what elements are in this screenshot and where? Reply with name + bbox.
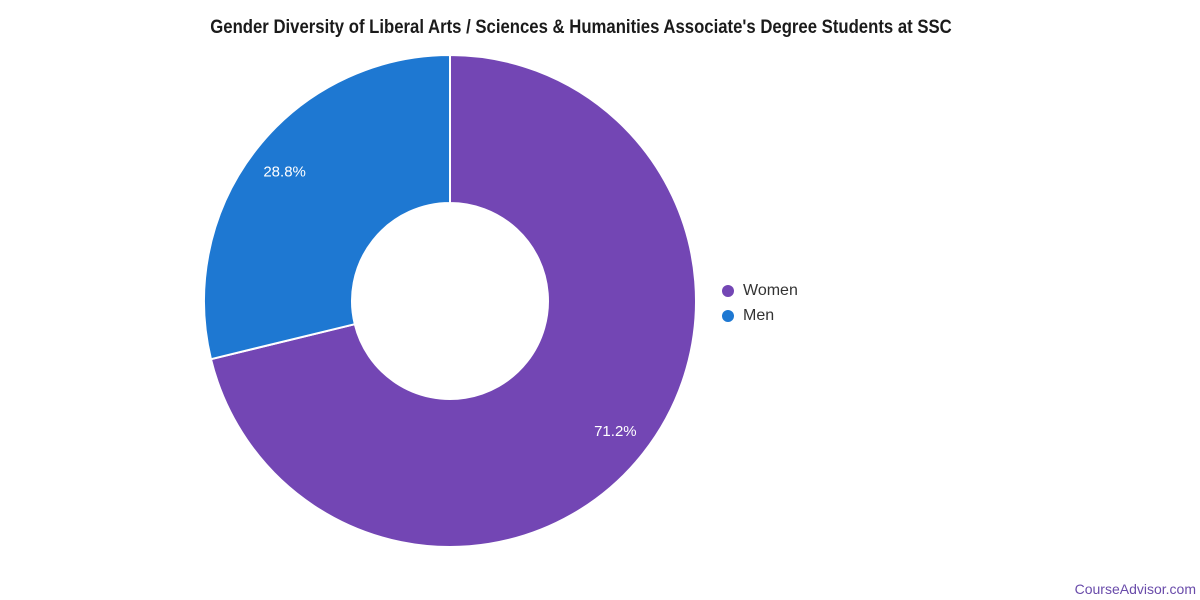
legend-label-men: Men [743,306,775,324]
slice-label-women: 71.2% [594,423,637,440]
legend: Women Men [722,278,798,328]
slice-label-men: 28.8% [263,163,306,180]
legend-label-women: Women [743,281,798,299]
pie-slice-women[interactable] [209,54,697,548]
chart-title: Gender Diversity of Liberal Arts / Scien… [210,17,952,38]
legend-swatch-men [722,309,734,322]
legend-item-women: Women [722,278,798,303]
pie-slice-men[interactable] [203,54,451,361]
legend-swatch-women [722,284,734,297]
legend-item-men: Men [722,303,798,328]
courseadvisor-watermark-link[interactable]: CourseAdvisor.com [1074,581,1196,597]
